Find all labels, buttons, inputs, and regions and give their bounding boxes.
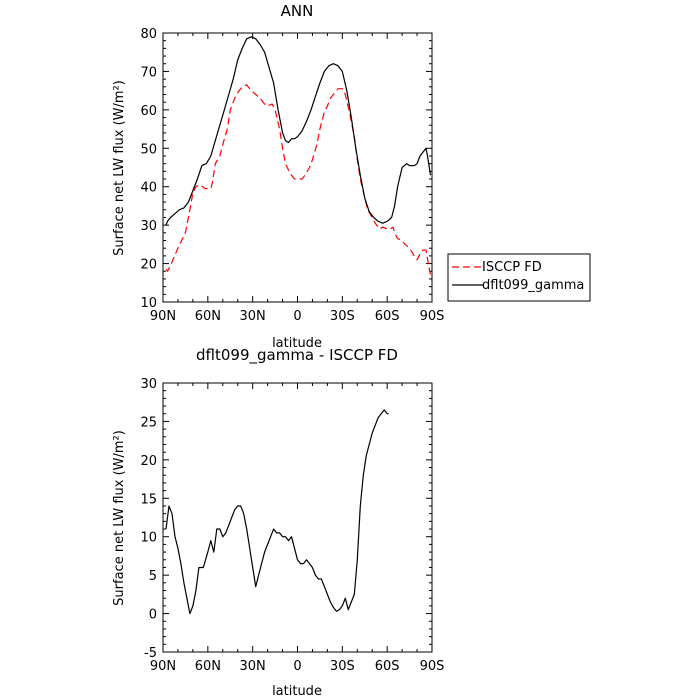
bottom-chart-frame xyxy=(162,382,433,653)
bottom-chart-ticks xyxy=(162,382,433,653)
x-tick-label: 60S xyxy=(375,659,400,674)
y-tick-label: 15 xyxy=(140,492,157,507)
legend-label-dflt099-gamma: dflt099_gamma xyxy=(482,278,584,293)
x-tick-label: 90N xyxy=(150,309,176,324)
legend-frame xyxy=(447,253,591,302)
y-tick-label: 10 xyxy=(140,531,157,546)
x-tick-label: 0 xyxy=(293,309,301,324)
x-tick-label: 30S xyxy=(330,309,355,324)
y-tick-label: -5 xyxy=(144,646,157,661)
y-tick-label: 25 xyxy=(140,415,157,430)
x-tick-label: 60N xyxy=(195,659,221,674)
series-line-difference xyxy=(165,409,389,615)
top-chart-frame xyxy=(162,32,433,303)
y-tick-label: 20 xyxy=(140,454,157,469)
top-chart-title: ANN xyxy=(281,2,314,20)
top-chart-y-tick-labels: 10 20 30 40 50 60 70 80 xyxy=(140,27,157,311)
bottom-chart-y-tick-labels: -5 0 5 10 15 20 25 30 xyxy=(140,377,157,661)
x-tick-label: 90S xyxy=(420,309,445,324)
x-tick-label: 0 xyxy=(293,659,301,674)
y-tick-label: 60 xyxy=(140,104,157,119)
x-tick-label: 90N xyxy=(150,659,176,674)
y-tick-label: 50 xyxy=(140,142,157,157)
x-tick-label: 60S xyxy=(375,309,400,324)
y-tick-label: 10 xyxy=(140,296,157,311)
y-tick-label: 20 xyxy=(140,258,157,273)
y-tick-label: 30 xyxy=(140,377,157,392)
top-chart: ANN 90N 60N 30N 0 30S 60S 90S 10 20 30 40 50 60 70 80… xyxy=(112,2,591,351)
top-chart-ticks xyxy=(162,32,433,303)
y-tick-label: 0 xyxy=(149,608,157,623)
x-tick-label: 30N xyxy=(240,659,266,674)
top-chart-series xyxy=(165,36,432,276)
y-tick-label: 30 xyxy=(140,219,157,234)
y-tick-label: 5 xyxy=(149,569,157,584)
bottom-chart-series xyxy=(165,409,389,615)
y-tick-label: 70 xyxy=(140,65,157,80)
y-tick-label: 80 xyxy=(140,27,157,42)
bottom-chart-y-axis-label: Surface net LW flux (W/m²) xyxy=(112,430,127,606)
bottom-chart-title: dflt099_gamma - ISCCP FD xyxy=(196,346,398,365)
legend: ISCCP FD dflt099_gamma xyxy=(447,253,591,302)
x-tick-label: 60N xyxy=(195,309,221,324)
series-line-isccp-fd xyxy=(165,84,432,276)
bottom-chart-x-axis-label: latitude xyxy=(272,684,322,699)
legend-label-isccp-fd: ISCCP FD xyxy=(482,260,542,275)
x-tick-label: 30S xyxy=(330,659,355,674)
top-chart-x-tick-labels: 90N 60N 30N 0 30S 60S 90S xyxy=(150,309,445,324)
top-chart-x-axis-label: latitude xyxy=(272,336,322,351)
x-tick-label: 90S xyxy=(420,659,445,674)
top-chart-y-axis-label: Surface net LW flux (W/m²) xyxy=(112,80,127,256)
y-tick-label: 40 xyxy=(140,181,157,196)
series-line-dflt099-gamma xyxy=(165,36,432,226)
bottom-chart-x-tick-labels: 90N 60N 30N 0 30S 60S 90S xyxy=(150,659,445,674)
x-tick-label: 30N xyxy=(240,309,266,324)
bottom-chart: dflt099_gamma - ISCCP FD 90N 60N 30N 0 30S 60… xyxy=(112,346,444,699)
